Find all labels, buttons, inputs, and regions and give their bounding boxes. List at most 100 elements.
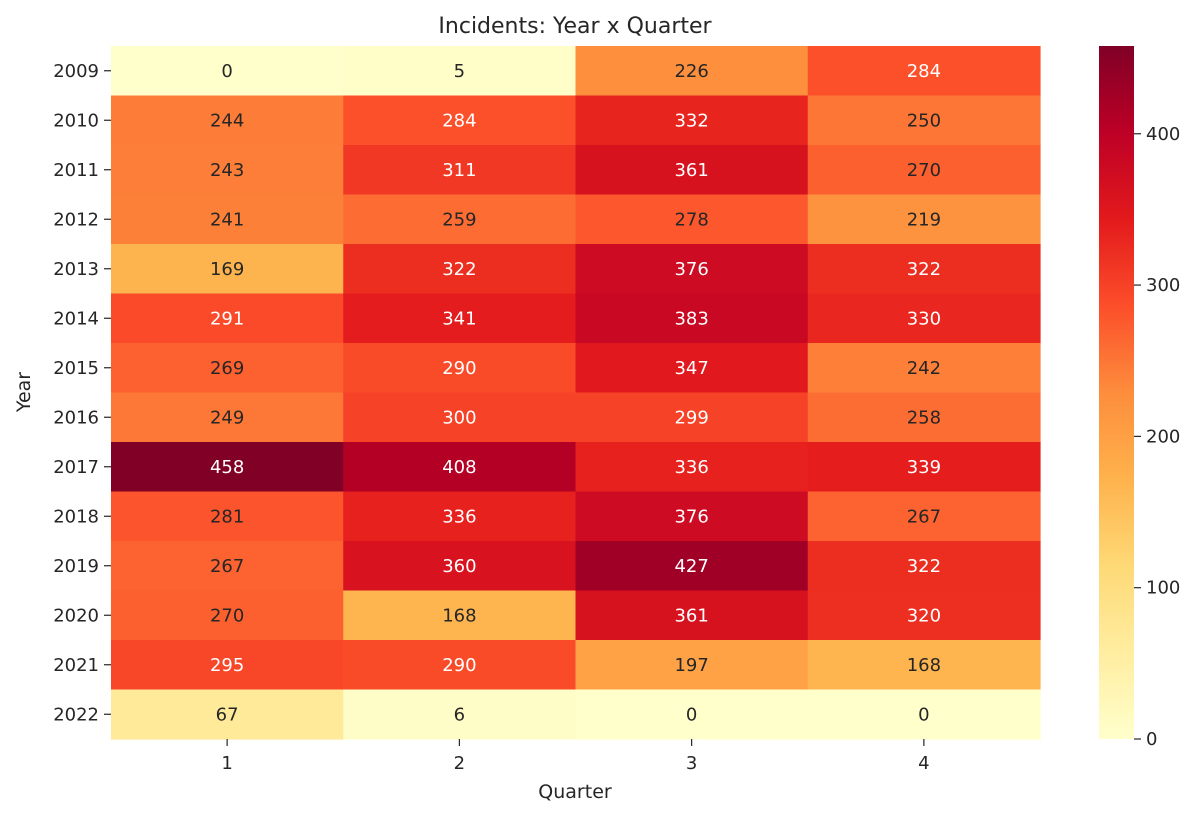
heatmap-cell [575, 590, 809, 641]
heatmap-cell [343, 46, 577, 97]
heatmap-cell [343, 689, 577, 740]
cell-value-label: 169 [210, 259, 244, 280]
heatmap-cell [343, 491, 577, 542]
x-tick-label: 4 [918, 753, 929, 774]
cell-value-label: 361 [674, 160, 708, 181]
cell-value-label: 339 [907, 457, 941, 478]
heatmap-cell [111, 343, 344, 394]
y-tick-label: 2012 [53, 209, 99, 230]
heatmap-cell [343, 293, 577, 344]
y-tick-label: 2015 [53, 358, 99, 379]
heatmap-cell [575, 46, 809, 97]
heatmap-cell [111, 392, 344, 443]
x-tick-label: 3 [686, 753, 697, 774]
cell-value-label: 168 [442, 605, 476, 626]
y-tick-label: 2020 [53, 605, 99, 626]
cell-value-label: 290 [442, 655, 476, 676]
cell-value-label: 6 [454, 704, 465, 725]
cell-value-label: 243 [210, 160, 244, 181]
cell-value-label: 330 [907, 308, 941, 329]
heatmap-cell [343, 442, 577, 493]
cell-value-label: 278 [674, 209, 708, 230]
heatmap-cell [807, 590, 1041, 641]
heatmap-cell [343, 392, 577, 443]
heatmap-cell [343, 590, 577, 641]
heatmap-cell [807, 491, 1041, 542]
heatmap-cell [575, 640, 809, 691]
cell-value-label: 168 [907, 655, 941, 676]
colorbar-tick-label: 100 [1146, 578, 1180, 599]
x-axis-ticks: 1 2 3 4 [221, 739, 930, 774]
cell-value-label: 336 [674, 457, 708, 478]
cell-value-label: 67 [216, 704, 239, 725]
heatmap-cell [575, 392, 809, 443]
cell-value-label: 458 [210, 457, 244, 478]
heatmap-cell [807, 689, 1041, 740]
heatmap-cell [807, 95, 1041, 146]
cell-value-label: 347 [674, 358, 708, 379]
heatmap-cell [807, 392, 1041, 443]
heatmap-cell [575, 95, 809, 146]
cell-value-label: 0 [221, 61, 232, 82]
y-tick-label: 2009 [53, 61, 99, 82]
cell-value-label: 281 [210, 506, 244, 527]
y-tick-label: 2019 [53, 556, 99, 577]
heatmap-cells: 0 5 226 284 244 284 332 250 243 311 361 270 241 259 27… [111, 46, 1041, 740]
x-axis-label: Quarter [538, 781, 612, 803]
heatmap-cell [807, 46, 1041, 97]
y-tick-label: 2011 [53, 160, 99, 181]
cell-value-label: 322 [907, 556, 941, 577]
cell-value-label: 267 [210, 556, 244, 577]
cell-value-label: 219 [907, 209, 941, 230]
x-tick-label: 2 [454, 753, 465, 774]
y-tick-label: 2018 [53, 506, 99, 527]
heatmap-cell [343, 244, 577, 295]
cell-value-label: 249 [210, 407, 244, 428]
heatmap-cell [343, 145, 577, 196]
heatmap-cell [111, 95, 344, 146]
heatmap-cell [343, 95, 577, 146]
y-tick-label: 2022 [53, 704, 99, 725]
cell-value-label: 291 [210, 308, 244, 329]
heatmap-cell [111, 541, 344, 592]
y-tick-label: 2017 [53, 457, 99, 478]
cell-value-label: 270 [210, 605, 244, 626]
colorbar [1099, 46, 1134, 739]
heatmap-cell [575, 145, 809, 196]
colorbar-tick-label: 400 [1146, 124, 1180, 145]
heatmap-cell [575, 343, 809, 394]
y-tick-label: 2014 [53, 308, 99, 329]
cell-value-label: 322 [442, 259, 476, 280]
x-tick-label: 1 [221, 753, 232, 774]
cell-value-label: 197 [674, 655, 708, 676]
heatmap-cell [575, 442, 809, 493]
heatmap-cell [343, 640, 577, 691]
cell-value-label: 336 [442, 506, 476, 527]
cell-value-label: 250 [907, 110, 941, 131]
colorbar-tick-label: 300 [1146, 275, 1180, 296]
colorbar-ticks: 0 100 200 300 400 [1134, 124, 1180, 750]
y-tick-label: 2016 [53, 407, 99, 428]
y-tick-label: 2010 [53, 110, 99, 131]
heatmap-cell [807, 640, 1041, 691]
colorbar-tick-label: 200 [1146, 426, 1180, 447]
heatmap-cell [807, 541, 1041, 592]
cell-value-label: 242 [907, 358, 941, 379]
colorbar-tick-label: 0 [1146, 729, 1157, 750]
cell-value-label: 270 [907, 160, 941, 181]
cell-value-label: 269 [210, 358, 244, 379]
cell-value-label: 295 [210, 655, 244, 676]
cell-value-label: 427 [674, 556, 708, 577]
y-tick-label: 2021 [53, 655, 99, 676]
cell-value-label: 300 [442, 407, 476, 428]
heatmap-cell [111, 689, 344, 740]
heatmap-cell [575, 491, 809, 542]
cell-value-label: 383 [674, 308, 708, 329]
heatmap-cell [575, 244, 809, 295]
cell-value-label: 244 [210, 110, 244, 131]
y-axis-ticks: 2009 2010 2011 2012 2013 2014 2015 2016 2017 2018… [53, 61, 111, 725]
cell-value-label: 267 [907, 506, 941, 527]
cell-value-label: 360 [442, 556, 476, 577]
heatmap-cell [575, 293, 809, 344]
cell-value-label: 341 [442, 308, 476, 329]
